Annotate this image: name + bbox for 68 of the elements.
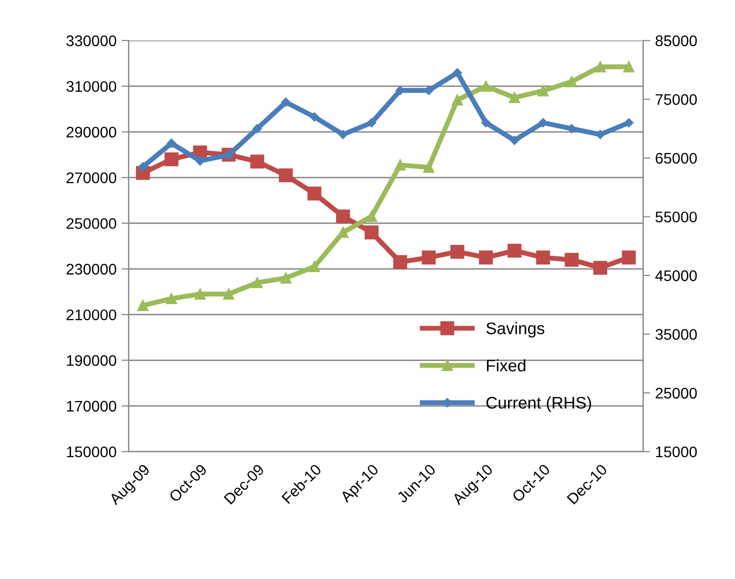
point [566,76,578,88]
point [624,118,634,128]
point [567,124,576,134]
point [223,288,234,300]
y2-tick-label: 15000 [656,446,697,458]
point [394,159,406,171]
point [450,244,464,259]
y-tick-label: 190000 [67,355,116,366]
point [422,250,436,264]
y2-tick-label: 55000 [656,212,697,222]
legend-label: Fixed [486,359,526,372]
point [508,92,520,104]
y2-tick-label: 85000 [656,35,697,46]
y-tick-label: 270000 [66,172,116,184]
y2-tick-label: 65000 [656,152,697,164]
point [194,288,206,300]
point [366,210,378,222]
point [250,154,264,169]
point [278,168,293,182]
point [480,80,492,92]
point [538,85,549,96]
point [593,260,608,275]
y-tick-label: 170000 [67,400,116,412]
point [166,293,178,304]
y2-tick-label: 25000 [656,388,697,399]
point [594,61,606,72]
point [281,98,290,107]
point [452,94,463,106]
y2-tick-label: 35000 [656,329,697,340]
y-tick-label: 150000 [67,446,116,458]
y-tick-label: 290000 [66,126,116,138]
y2-tick-label: 75000 [656,94,697,105]
point [508,244,522,258]
point [478,250,493,264]
point [252,124,262,134]
y2-tick-label: 45000 [655,270,697,282]
point [166,138,176,148]
point [510,136,520,145]
point [423,162,434,173]
point [393,255,408,270]
point [538,118,548,128]
point [164,152,178,166]
point [137,300,148,312]
y-tick-label: 310000 [66,81,116,92]
point [364,225,379,240]
point [252,277,263,288]
point [366,118,376,128]
y-tick-label: 210000 [66,309,116,320]
point [310,112,320,122]
point [622,250,636,264]
y-tick-label: 250000 [66,218,116,229]
point [280,272,292,284]
point [336,209,350,224]
point [452,68,462,78]
y-tick-label: 330000 [66,35,116,46]
point [536,250,550,264]
point [338,130,348,140]
point [564,252,579,267]
point [308,261,320,272]
point [138,162,148,172]
point [623,61,634,72]
point [195,156,205,166]
legend-label: Savings [486,322,544,338]
point [596,130,605,140]
point [307,186,322,200]
point [481,118,491,128]
legend-label: Current (RHS) [486,396,592,412]
y-tick-label: 230000 [66,264,116,275]
